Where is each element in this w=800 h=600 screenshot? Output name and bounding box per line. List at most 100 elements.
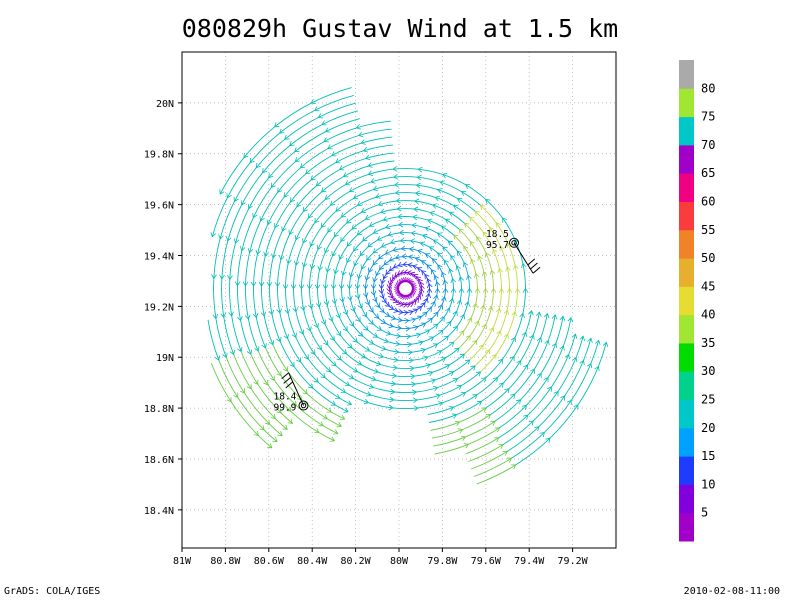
wind-streamline-segment	[256, 224, 269, 255]
wind-arrowhead	[422, 233, 428, 240]
plot-title: 080829h Gustav Wind at 1.5 km	[181, 14, 619, 43]
wind-streamline-segment	[213, 278, 217, 319]
wind-streamline-segment	[269, 257, 274, 287]
wind-streamline-segment	[575, 336, 584, 358]
wind-arrowhead	[287, 418, 293, 424]
y-axis-ticks: 18.4N 18.6N 18.8N 19N 19.2N 19.4N 19.6N 19.8N 20…	[144, 99, 182, 517]
wind-arrowhead	[594, 339, 601, 345]
wind-streamline-segment	[439, 385, 462, 396]
wind-arrowhead	[407, 262, 413, 268]
wind-arrowhead	[536, 311, 542, 317]
station-value-top: 18.5	[486, 229, 509, 240]
wind-arrowhead	[387, 280, 394, 286]
wind-streamline-segment	[481, 382, 504, 402]
wind-streamline-segment	[392, 168, 419, 170]
wind-streamline-segment	[261, 256, 266, 287]
wind-arrowhead	[384, 249, 391, 255]
wind-streamline-segment	[432, 364, 450, 373]
wind-arrowhead	[399, 269, 406, 275]
wind-arrowhead	[551, 314, 558, 320]
colorbar-label: 20	[701, 421, 715, 435]
wind-streamline-segment	[303, 310, 311, 332]
wind-arrowhead	[394, 254, 401, 260]
wind-streamline-segment	[393, 176, 418, 178]
wind-streamline-segment	[437, 189, 458, 199]
wind-arrowhead	[587, 337, 593, 343]
wind-streamline-segment	[418, 402, 443, 409]
wind-streamline-segment	[357, 225, 370, 236]
wind-arrowhead	[482, 287, 489, 293]
wind-streamline-segment	[295, 242, 304, 266]
wind-streamline-segment	[340, 228, 353, 242]
wind-arrowhead	[466, 287, 473, 293]
wind-streamline-segment	[363, 144, 394, 152]
station-value-top: 18.4	[274, 392, 297, 403]
wind-arrowhead	[255, 162, 261, 169]
wind-streamline-segment	[395, 192, 416, 194]
wind-arrowhead	[329, 436, 336, 442]
wind-streamline-segment	[264, 227, 276, 257]
wind-arrowhead	[417, 291, 424, 297]
wind-streamline-segment	[514, 313, 524, 338]
wind-streamline-segment	[318, 432, 335, 442]
wind-streamline-segment	[459, 276, 462, 289]
wind-arrowhead	[416, 305, 423, 312]
wind-arrowhead	[372, 296, 378, 303]
wind-streamline-segment	[465, 420, 496, 438]
wind-arrowhead	[423, 297, 429, 304]
wind-streamline-segment	[287, 370, 308, 395]
wind-barb-staff	[288, 372, 304, 406]
y-tick-label: 18.8N	[144, 404, 174, 415]
colorbar-label: 15	[701, 449, 715, 463]
wind-barb-feather	[283, 376, 292, 384]
wind-streamline-segment	[429, 414, 457, 423]
wind-arrowhead	[409, 238, 415, 245]
wind-streamline-segment	[277, 167, 301, 193]
colorbar-swatch	[679, 456, 694, 485]
colorbar-swatch	[679, 399, 694, 429]
wind-streamline-segment	[431, 429, 463, 439]
wind-streamline-segment	[361, 204, 379, 213]
station-value-bottom: 99.9	[274, 403, 297, 414]
wind-arrowhead	[409, 271, 416, 278]
wind-streamline-segment	[520, 334, 534, 361]
wind-arrowhead	[415, 294, 422, 300]
wind-arrowhead	[380, 278, 386, 285]
station-inner-circle	[300, 402, 307, 409]
colorbar-label: 30	[701, 364, 715, 378]
station-value-bottom: 95.7	[486, 240, 509, 251]
wind-barb-staff	[513, 242, 534, 274]
y-tick-label: 19.8N	[144, 150, 174, 161]
wind-streamline-segment	[445, 218, 460, 230]
wind-streamline-segment	[351, 218, 366, 230]
wind-streamline-segment	[341, 288, 344, 302]
wind-streamline-segment	[508, 364, 528, 389]
wind-streamline-segment	[305, 155, 333, 175]
wind-streamline-segment	[430, 357, 446, 366]
colorbar-swatch	[679, 371, 694, 401]
wind-streamline-segment	[290, 411, 320, 433]
wind-streamline-segment	[507, 311, 516, 335]
wind-streamline-segment	[458, 228, 471, 242]
wind-streamline-segment	[494, 399, 521, 422]
wind-streamline-segment	[464, 340, 478, 355]
wind-streamline-segment	[331, 320, 342, 336]
wind-streamline-segment	[439, 181, 462, 192]
wind-streamline-segment	[437, 335, 449, 345]
wind-arrowhead	[370, 290, 377, 296]
wind-arrowhead	[426, 278, 432, 284]
wind-streamline-segment	[365, 152, 394, 159]
wind-streamline-segment	[551, 354, 570, 388]
wind-streamline-segment	[253, 254, 258, 286]
wind-streamline-segment	[283, 173, 307, 198]
wind-streamline-segment	[453, 330, 465, 343]
wind-streamline-segment	[237, 285, 242, 321]
colorbar-swatch	[679, 144, 694, 174]
wind-streamline-segment	[365, 357, 381, 366]
colorbar-label: 45	[701, 279, 715, 293]
wind-streamline-segment	[353, 189, 374, 199]
wind-arrowhead	[282, 424, 288, 430]
wind-streamline-segment	[333, 222, 347, 238]
wind-streamline-segment	[453, 205, 471, 218]
wind-arrowhead	[385, 269, 391, 275]
